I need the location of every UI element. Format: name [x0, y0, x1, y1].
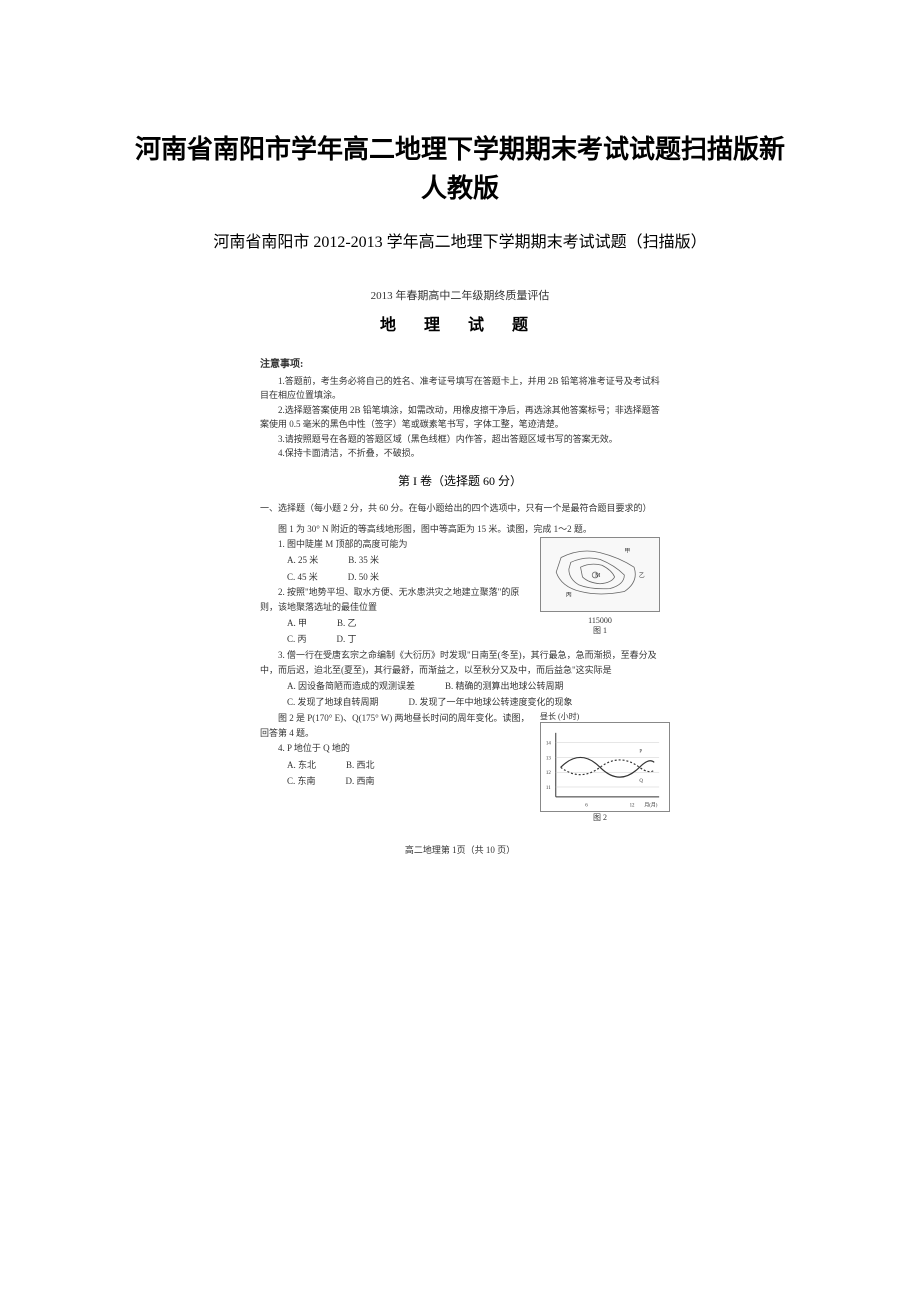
svg-text:甲: 甲	[624, 548, 630, 555]
q4-options: A. 东北 B. 西北 C. 东南 D. 西南	[260, 757, 530, 789]
q1-options: A. 25 米 B. 35 米 C. 45 米 D. 50 米	[260, 552, 530, 584]
q1-row2: C. 45 米 D. 50 米	[287, 569, 530, 585]
diagram1-label: 图 1	[540, 625, 660, 636]
q3-row2: C. 发现了地球自转周期 D. 发现了一年中地球公转速度变化的现象	[287, 694, 660, 710]
q3-context: 3. 僧一行在受唐玄宗之命编制《大衍历》时发现"日南至(冬至)，其行最急，急而渐…	[260, 648, 660, 679]
chart-container: 昼长 (小时) 14 13 12 11	[540, 711, 660, 823]
svg-text:12: 12	[546, 771, 551, 776]
q2-options: A. 甲 B. 乙 C. 丙 D. 丁	[260, 615, 530, 647]
q1: 1. 图中陡崖 M 顶部的高度可能为	[260, 537, 530, 552]
svg-text:P: P	[639, 749, 642, 754]
diagram1-container: 甲 乙 丙 M 115000 图 1	[540, 537, 660, 648]
instructions-label: 注意事项:	[260, 355, 660, 370]
section1-title: 第 I 卷（选择题 60 分）	[260, 472, 660, 489]
contour-map: 甲 乙 丙 M	[540, 537, 660, 612]
q4-row1: A. 东北 B. 西北	[287, 757, 530, 773]
contour-svg: 甲 乙 丙 M	[541, 538, 659, 611]
subtitle: 河南省南阳市 2012-2013 学年高二地理下学期期末考试试题（扫描版）	[130, 228, 790, 252]
q4-a: A. 东北	[287, 757, 316, 773]
q4-row: 图 2 是 P(170° E)、Q(175° W) 两地昼长时间的周年变化。读图…	[260, 711, 660, 823]
svg-text:14: 14	[546, 741, 551, 746]
q3-options: A. 因设备简陋而造成的观测误差 B. 精确的测算出地球公转周期 C. 发现了地…	[260, 678, 660, 710]
diagram2-label: 图 2	[540, 812, 660, 823]
chart-label: 昼长 (小时)	[540, 711, 660, 722]
q2-row1: A. 甲 B. 乙	[287, 615, 530, 631]
exam-title: 地 理 试 题	[260, 311, 660, 335]
q4-b: B. 西北	[346, 757, 375, 773]
exam-header: 2013 年春期高中二年级期终质量评估	[260, 287, 660, 303]
q2: 2. 按照"地势平坦、取水方便、无水患洪灾之地建立聚落"的原则，该地聚落选址的最…	[260, 585, 530, 616]
chart-svg: 14 13 12 11 6 12 月(月) P Q	[541, 723, 669, 812]
q1-c: C. 45 米	[287, 569, 318, 585]
q4-context: 图 2 是 P(170° E)、Q(175° W) 两地昼长时间的周年变化。读图…	[260, 711, 530, 742]
q3-c: C. 发现了地球自转周期	[287, 694, 379, 710]
q2-b: B. 乙	[337, 615, 357, 631]
exam-content: 2013 年春期高中二年级期终质量评估 地 理 试 题 注意事项: 1.答题前，…	[250, 277, 670, 866]
q1-q2-text: 1. 图中陡崖 M 顶部的高度可能为 A. 25 米 B. 35 米 C. 45…	[260, 537, 530, 648]
q2-c: C. 丙	[287, 631, 307, 647]
question-header: 一、选择题（每小题 2 分，共 60 分。在每小题给出的四个选项中，只有一个是最…	[260, 501, 660, 515]
svg-text:12: 12	[630, 803, 635, 808]
svg-text:Q: Q	[639, 779, 643, 784]
q2-a: A. 甲	[287, 615, 307, 631]
q3-row1: A. 因设备简陋而造成的观测误差 B. 精确的测算出地球公转周期	[287, 678, 660, 694]
daylength-chart: 14 13 12 11 6 12 月(月) P Q	[540, 722, 670, 812]
q3-a: A. 因设备简陋而造成的观测误差	[287, 678, 415, 694]
svg-text:乙: 乙	[639, 572, 645, 579]
q4-text: 图 2 是 P(170° E)、Q(175° W) 两地昼长时间的周年变化。读图…	[260, 711, 530, 823]
q4-c: C. 东南	[287, 773, 316, 789]
q1-d: D. 50 米	[348, 569, 379, 585]
q4: 4. P 地位于 Q 地的	[260, 741, 530, 756]
q1-q2-row: 1. 图中陡崖 M 顶部的高度可能为 A. 25 米 B. 35 米 C. 45…	[260, 537, 660, 648]
q4-d: D. 西南	[346, 773, 375, 789]
svg-text:13: 13	[546, 756, 551, 761]
q2-row2: C. 丙 D. 丁	[287, 631, 530, 647]
q3-d: D. 发现了一年中地球公转速度变化的现象	[409, 694, 573, 710]
map-scale: 115000	[540, 616, 660, 625]
svg-text:M: M	[595, 573, 601, 579]
q1-row1: A. 25 米 B. 35 米	[287, 552, 530, 568]
q-context1: 图 1 为 30° N 附近的等高线地形图，图中等高距为 15 米。读图，完成 …	[260, 522, 660, 537]
instruction-4: 4.保持卡面清洁，不折叠，不破损。	[260, 446, 660, 460]
svg-text:11: 11	[546, 786, 551, 791]
page-footer: 高二地理第 1页（共 10 页）	[260, 843, 660, 856]
q3-b: B. 精确的测算出地球公转周期	[445, 678, 564, 694]
svg-text:6: 6	[585, 803, 588, 808]
q1-b: B. 35 米	[348, 552, 379, 568]
instruction-3: 3.请按照题号在各题的答题区域（黑色线框）内作答，超出答题区域书写的答案无效。	[260, 432, 660, 446]
main-title: 河南省南阳市学年高二地理下学期期末考试试题扫描版新人教版	[130, 130, 790, 208]
q2-d: D. 丁	[337, 631, 357, 647]
svg-text:丙: 丙	[566, 591, 572, 598]
q1-a: A. 25 米	[287, 552, 318, 568]
svg-text:月(月): 月(月)	[644, 802, 657, 808]
instruction-1: 1.答题前，考生务必将自己的姓名、准考证号填写在答题卡上，并用 2B 铅笔将准考…	[260, 374, 660, 403]
q4-row2: C. 东南 D. 西南	[287, 773, 530, 789]
page-container: 河南省南阳市学年高二地理下学期期末考试试题扫描版新人教版 河南省南阳市 2012…	[0, 0, 920, 906]
instruction-2: 2.选择题答案使用 2B 铅笔填涂，如需改动，用橡皮擦干净后，再选涂其他答案标号…	[260, 403, 660, 432]
